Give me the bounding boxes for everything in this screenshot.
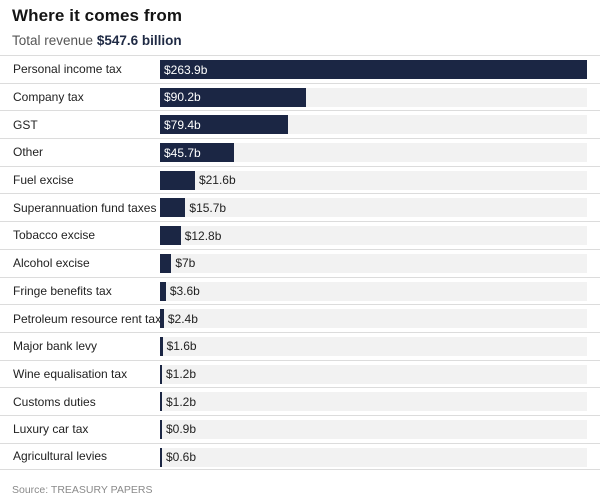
bar-row: Luxury car tax $0.9b xyxy=(0,414,600,443)
bar-row: Tobacco excise $12.8b xyxy=(0,221,600,249)
bar-track: $0.6b xyxy=(160,447,587,467)
category-label: GST xyxy=(13,117,38,132)
bar-track: $1.2b xyxy=(160,364,587,384)
value-label: $79.4b xyxy=(164,117,201,132)
value-label: $263.9b xyxy=(164,62,208,77)
value-label: $0.9b xyxy=(166,422,197,437)
bar xyxy=(160,143,234,163)
bar-row: Superannuation fund taxes $15.7b xyxy=(0,193,600,221)
category-label: Customs duties xyxy=(13,394,96,409)
bar-track: $3.6b xyxy=(160,281,587,301)
value-label: $90.2b xyxy=(164,90,201,105)
bar xyxy=(160,170,195,190)
category-label: Fuel excise xyxy=(13,173,74,188)
value-label: $45.7b xyxy=(164,145,201,160)
bar xyxy=(160,115,289,135)
bar-track: $1.6b xyxy=(160,336,587,356)
bar-track: $2.4b xyxy=(160,309,587,329)
bar-row: Wine equalisation tax $1.2b xyxy=(0,359,600,388)
bar-row: Agricultural levies $0.6b xyxy=(0,442,600,471)
category-label: Agricultural levies xyxy=(13,449,108,464)
category-label: Superannuation fund taxes xyxy=(13,200,157,215)
bar-row: Fuel excise $21.6b xyxy=(0,165,600,194)
bar-track: $1.2b xyxy=(160,392,587,412)
category-label: Other xyxy=(13,145,44,160)
value-label: $2.4b xyxy=(167,311,198,326)
bar-row: Personal income tax $263.9b xyxy=(0,55,600,83)
category-label: Luxury car tax xyxy=(13,422,89,437)
value-label: $15.7b xyxy=(189,200,227,215)
category-label: Petroleum resource rent tax xyxy=(13,311,162,326)
bar-row: Petroleum resource rent tax $2.4b xyxy=(0,304,600,332)
bar-track: $0.9b xyxy=(160,419,587,439)
bar-row: GST $79.4b xyxy=(0,110,600,138)
category-label: Alcohol excise xyxy=(13,256,90,271)
value-label: $12.8b xyxy=(184,228,222,243)
bar xyxy=(160,309,164,329)
category-label: Company tax xyxy=(13,90,84,105)
bar xyxy=(160,87,306,107)
bar xyxy=(160,253,172,273)
subtitle-total: $547.6 billion xyxy=(96,33,182,48)
bar-rows: Personal income tax $263.9b Company tax $90… xyxy=(0,55,600,471)
bar-track: $12.8b xyxy=(160,226,587,246)
bar xyxy=(160,226,181,246)
category-label: Wine equalisation tax xyxy=(13,366,128,381)
value-label: $1.2b xyxy=(166,367,197,382)
bar-track: $45.7b xyxy=(160,143,587,163)
bar-row: Fringe benefits tax $3.6b xyxy=(0,276,600,305)
value-label: $0.6b xyxy=(166,450,197,465)
chart-subtitle: Total revenue $547.6 billion xyxy=(12,33,182,48)
bar xyxy=(160,336,163,356)
bar xyxy=(160,392,162,412)
source-note: Source: TREASURY PAPERS xyxy=(12,484,153,496)
bar-track: $7b xyxy=(160,253,587,273)
value-label: $3.6b xyxy=(169,284,200,298)
subtitle-prefix: Total revenue xyxy=(12,33,94,48)
bar xyxy=(160,281,166,301)
bar-row: Company tax $90.2b xyxy=(0,82,600,111)
bar xyxy=(160,419,162,439)
bar-track: $263.9b xyxy=(160,60,587,79)
bar-track: $90.2b xyxy=(160,87,587,107)
value-label: $7b xyxy=(175,256,196,271)
category-label: Fringe benefits tax xyxy=(13,283,112,298)
value-label: $1.6b xyxy=(166,339,197,354)
bar xyxy=(160,60,587,79)
bar-track: $15.7b xyxy=(160,198,587,218)
bar-row: Other $45.7b xyxy=(0,138,600,166)
bar-row: Customs duties $1.2b xyxy=(0,387,600,415)
category-label: Major bank levy xyxy=(13,339,98,354)
bar-row: Alcohol excise $7b xyxy=(0,248,600,277)
value-label: $1.2b xyxy=(166,394,197,409)
category-label: Personal income tax xyxy=(13,62,122,77)
category-label: Tobacco excise xyxy=(13,228,96,243)
bar xyxy=(160,364,162,384)
bar xyxy=(160,198,186,218)
bar-track: $21.6b xyxy=(160,170,587,190)
bar xyxy=(160,447,162,467)
chart-title: Where it comes from xyxy=(12,6,183,25)
bar-row: Major bank levy $1.6b xyxy=(0,331,600,360)
value-label: $21.6b xyxy=(198,173,236,188)
bar-track: $79.4b xyxy=(160,115,587,135)
